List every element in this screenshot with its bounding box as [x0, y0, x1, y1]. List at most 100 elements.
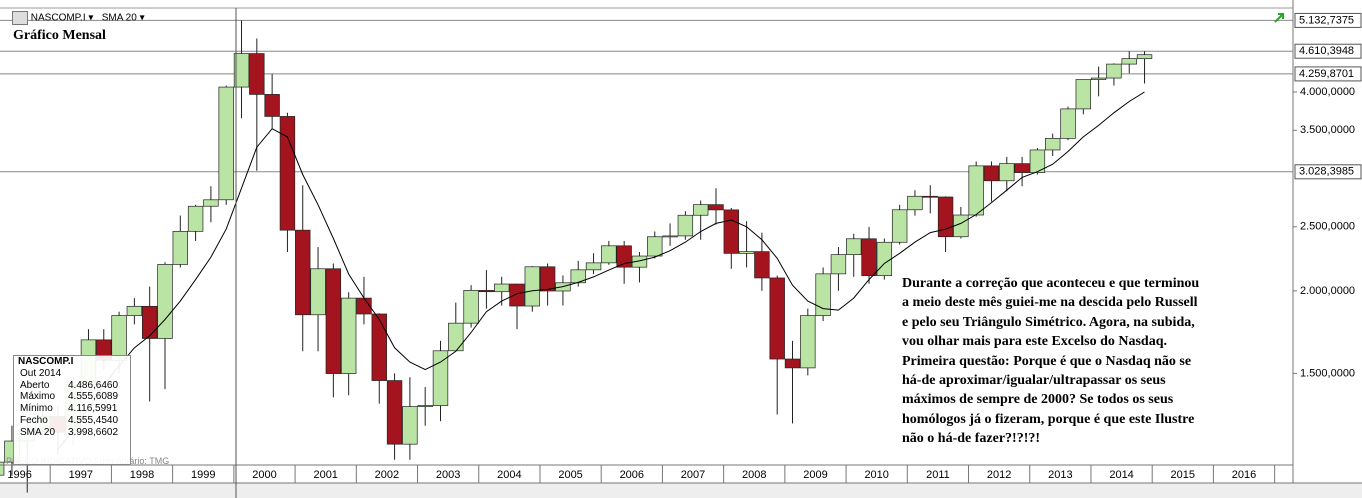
candle-body — [448, 322, 464, 352]
annotation-line: não o há-de fazer?!?!?! — [902, 431, 1041, 447]
candle-body — [478, 290, 495, 293]
candle-body — [784, 358, 801, 369]
candle-body — [126, 305, 143, 316]
annotation-line: há-de aproximar/igualar/ultrapassar os s… — [902, 373, 1166, 389]
info-box: NASCOMP.I Out 2014 Aberto 4.486,6460 Máxim… — [13, 355, 131, 465]
candle-body — [524, 266, 541, 307]
x-tick-label: 2016 — [1232, 469, 1256, 481]
candle-body — [800, 315, 816, 369]
annotation-line: e pelo seu Triângulo Simétrico. Agora, n… — [902, 314, 1195, 330]
annotation-line: vou olhar mais para este Excelso do Nasd… — [902, 334, 1167, 350]
info-label: Aberto — [20, 379, 50, 391]
candle-body — [0, 461, 5, 476]
candle-body — [616, 245, 632, 268]
info-label: Fecho — [20, 414, 48, 426]
info-row: Máximo 4.555,6089 — [14, 391, 130, 403]
x-tick-label: 1999 — [191, 469, 215, 481]
candle-body — [708, 204, 724, 211]
candle-body — [968, 165, 984, 216]
info-value: 3.998,6602 — [68, 426, 119, 438]
annotation-line: máximos de sempre de 2000? Se todos os s… — [902, 392, 1174, 408]
candle-body — [754, 251, 770, 279]
x-tick-label: 2007 — [681, 469, 705, 481]
annotation-line: a meio deste mês guiei-me na descida pel… — [902, 295, 1198, 311]
candle-body — [769, 277, 785, 360]
x-tick-label: 2004 — [497, 469, 521, 481]
x-tick-label: 2013 — [1048, 469, 1072, 481]
candle-body — [233, 53, 250, 88]
candle-body — [264, 94, 280, 117]
candle-body — [738, 251, 755, 254]
x-tick-label: 2015 — [1171, 469, 1195, 481]
chart-title: Gráfico Mensal — [13, 28, 106, 43]
chart-icon — [12, 11, 28, 25]
candle-body — [371, 313, 387, 381]
candle-body — [953, 214, 969, 238]
info-value: 4.555,4540 — [68, 414, 119, 426]
x-tick-label: 2006 — [620, 469, 644, 481]
candle-body — [432, 350, 449, 406]
bottom-strip — [0, 483, 1362, 498]
candle-body — [402, 406, 418, 445]
candle-body — [279, 116, 296, 231]
candle-body — [846, 238, 862, 255]
info-row: Aberto 4.486,6460 — [14, 380, 130, 392]
x-tick-label: 2002 — [375, 469, 399, 481]
candle-body — [1045, 137, 1061, 151]
info-value: 4.555,6089 — [68, 391, 119, 403]
candle-body — [1075, 79, 1092, 110]
x-tick-label: 2014 — [1109, 469, 1133, 481]
candle-body — [922, 195, 938, 198]
candle-body — [677, 214, 694, 237]
candle-body — [509, 283, 525, 307]
candle-body — [983, 165, 1000, 182]
candle-body — [876, 241, 893, 276]
candle-body — [386, 380, 403, 445]
candle-body — [494, 283, 510, 293]
x-tick-label: 2010 — [864, 469, 888, 481]
info-symbol: NASCOMP.I — [18, 356, 74, 367]
candle-body — [631, 255, 648, 268]
info-label: Máximo — [20, 391, 56, 403]
candle-body — [539, 266, 556, 292]
y-tick-label: 1.500,0000 — [1300, 367, 1355, 379]
candle-body — [601, 245, 617, 264]
candle-body — [463, 290, 479, 324]
x-tick-label: 1998 — [130, 469, 154, 481]
x-tick-label: 1996 — [7, 469, 31, 481]
level-label: 3.028,3985 — [1299, 166, 1354, 178]
candle-body — [692, 204, 709, 216]
sma-line — [57, 91, 1145, 450]
y-tick-label: 2.500,0000 — [1300, 221, 1355, 233]
x-tick-label: 1997 — [69, 469, 93, 481]
candle-body — [295, 229, 311, 316]
candle-body — [340, 297, 357, 374]
x-tick-label: 2009 — [803, 469, 827, 481]
info-label: SMA 20 — [20, 426, 56, 438]
symbol[interactable]: NASCOMP.I — [30, 12, 86, 24]
indicator[interactable]: SMA 20 — [101, 12, 137, 24]
info-row: Fecho 4.555,4540 — [14, 415, 130, 427]
candle-body — [1121, 58, 1137, 65]
candle-body — [187, 205, 204, 232]
candle-body — [1090, 77, 1107, 80]
candle-body — [111, 315, 127, 361]
y-tick-label: 3.500,0000 — [1300, 124, 1355, 136]
candle-body — [1029, 149, 1046, 173]
x-tick-label: 2005 — [558, 469, 582, 481]
candle-body — [585, 262, 602, 271]
info-row: Mínimo 4.116,5991 — [14, 403, 130, 415]
candle-body — [325, 268, 342, 374]
candle-body — [172, 230, 188, 265]
level-label-box — [1294, 66, 1362, 82]
candle-body — [1106, 63, 1122, 79]
candle-body — [141, 305, 158, 339]
candle-body — [1136, 54, 1153, 59]
candle-body — [662, 235, 678, 238]
candle-body — [815, 273, 831, 316]
x-tick-label: 2001 — [313, 469, 337, 481]
level-label: 4.259,8701 — [1299, 68, 1354, 80]
